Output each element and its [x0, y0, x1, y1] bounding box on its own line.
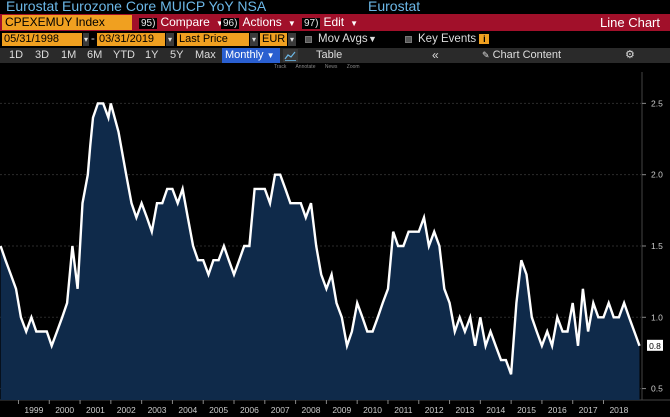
x-tick-label: 2016 — [548, 405, 567, 415]
table-button[interactable]: Table — [316, 49, 343, 61]
range-max[interactable]: Max — [195, 49, 216, 61]
end-date-dropdown[interactable]: ▾ — [166, 33, 174, 46]
y-tick-label: 2.0 — [651, 170, 663, 180]
chart-source: Eurostat — [368, 0, 421, 14]
x-tick-label: 2013 — [455, 405, 474, 415]
info-icon[interactable]: i — [479, 33, 490, 44]
settings-bar: 05/31/1998 ▾ - 03/31/2019 ▾ Last Price ▾… — [0, 33, 670, 47]
key-events-text: Key Events — [418, 33, 477, 45]
x-tick-label: 2017 — [579, 405, 598, 415]
chevron-down-icon[interactable]: ▼ — [368, 34, 377, 44]
line-chart-icon[interactable] — [283, 49, 298, 62]
mov-avgs-checkbox[interactable] — [305, 36, 312, 43]
period-select[interactable]: Monthly ▼ — [222, 48, 280, 63]
x-tick-label: 2000 — [55, 405, 74, 415]
double-chevron-left-icon[interactable]: « — [432, 48, 439, 62]
zoom-tool[interactable]: Zoom — [346, 64, 360, 70]
currency-dropdown[interactable]: ▾ — [288, 33, 296, 46]
currency-select[interactable]: EUR — [260, 33, 287, 46]
track-tool[interactable]: Track — [274, 64, 287, 70]
x-axis-panel — [0, 400, 670, 417]
range-3d[interactable]: 3D — [35, 49, 50, 61]
y-tick-label: 1.5 — [651, 241, 663, 251]
x-tick-label: 2005 — [209, 405, 228, 415]
mov-avgs-label: Mov Avgs — [318, 33, 368, 45]
x-tick-label: 2006 — [240, 405, 259, 415]
key-events-label: Key Events i — [418, 33, 490, 46]
x-tick-label: 2008 — [302, 405, 321, 415]
chevron-down-icon: ▼ — [215, 19, 224, 28]
command-toolbar: CPEXEMUY Index 95) Compare ▼ 96) Actions ▼ 9… — [0, 14, 670, 31]
x-tick-label: 2015 — [517, 405, 536, 415]
range-1y[interactable]: 1Y — [145, 49, 159, 61]
x-tick-label: 2004 — [178, 405, 197, 415]
chevron-down-icon: ▼ — [266, 51, 275, 60]
range-ytd[interactable]: YTD — [113, 49, 135, 61]
compare-number: 95) — [139, 18, 158, 29]
range-5y[interactable]: 5Y — [170, 49, 184, 61]
last-value-label: 0.8 — [649, 341, 661, 351]
y-tick-label: 2.5 — [651, 98, 663, 108]
edit-label: Edit — [323, 15, 345, 29]
gear-icon[interactable]: ⚙ — [625, 49, 635, 61]
range-1m[interactable]: 1M — [61, 49, 77, 61]
series-area — [0, 103, 640, 401]
news-tool[interactable]: News — [324, 64, 338, 70]
series-line — [0, 102, 641, 375]
start-date-field[interactable]: 05/31/1998 — [2, 33, 82, 46]
range-1d[interactable]: 1D — [9, 49, 24, 61]
chart-title: Eurostat Eurozone Core MUICP YoY NSA — [6, 0, 267, 14]
range-bar: 1D 3D 1M 6M YTD 1Y 5Y Max Monthly ▼ Tabl… — [0, 48, 670, 63]
edit-number: 97) — [302, 18, 321, 29]
key-events-checkbox[interactable] — [405, 36, 412, 43]
y-tick-label: 0.5 — [651, 384, 663, 394]
line-chart[interactable]: 0.5 1.0 1.5 2.0 2.5 1999 2000 2001 2002 2003 2004 2… — [0, 72, 670, 417]
chart-content-label: Chart Content — [492, 49, 562, 61]
chart-content-icon: ✎ — [482, 50, 490, 60]
compare-label: Compare — [160, 15, 210, 29]
actions-label: Actions — [242, 15, 282, 29]
x-tick-label: 2010 — [363, 405, 382, 415]
field-dropdown[interactable]: ▾ — [250, 33, 258, 46]
edit-button[interactable]: 97) Edit ▼ — [302, 15, 358, 30]
x-tick-label: 2012 — [425, 405, 444, 415]
period-label: Monthly — [225, 49, 264, 61]
x-tick-label: 2007 — [271, 405, 290, 415]
annotate-tool[interactable]: Annotate — [295, 64, 316, 70]
x-tick-label: 2009 — [332, 405, 351, 415]
x-tick-label: 2001 — [86, 405, 105, 415]
chevron-down-icon: ▼ — [287, 19, 296, 28]
date-dash: - — [91, 33, 95, 45]
x-tick-label: 2018 — [609, 405, 628, 415]
x-tick-label: 2003 — [148, 405, 167, 415]
x-tick-label: 2014 — [486, 405, 505, 415]
annotation-tools: Track Annotate News Zoom — [274, 64, 368, 72]
x-tick-label: 1999 — [24, 405, 43, 415]
x-tick-label: 2011 — [394, 405, 413, 415]
field-select[interactable]: Last Price — [177, 33, 249, 46]
x-tick-label: 2002 — [117, 405, 136, 415]
end-date-field[interactable]: 03/31/2019 — [97, 33, 165, 46]
y-tick-label: 1.0 — [651, 312, 663, 322]
chevron-down-icon: ▼ — [350, 19, 359, 28]
chart-type-label: Line Chart — [600, 15, 660, 30]
range-6m[interactable]: 6M — [87, 49, 103, 61]
ticker-field[interactable]: CPEXEMUY Index — [2, 15, 132, 30]
chart-content-button[interactable]: ✎ Chart Content — [482, 48, 561, 63]
title-bar: Eurostat Eurozone Core MUICP YoY NSA Eur… — [0, 0, 670, 14]
last-value-tag — [647, 339, 663, 351]
actions-button[interactable]: 96) Actions ▼ — [221, 15, 296, 30]
compare-button[interactable]: 95) Compare ▼ — [139, 15, 224, 30]
start-date-dropdown[interactable]: ▾ — [83, 33, 89, 46]
actions-number: 96) — [221, 18, 240, 29]
